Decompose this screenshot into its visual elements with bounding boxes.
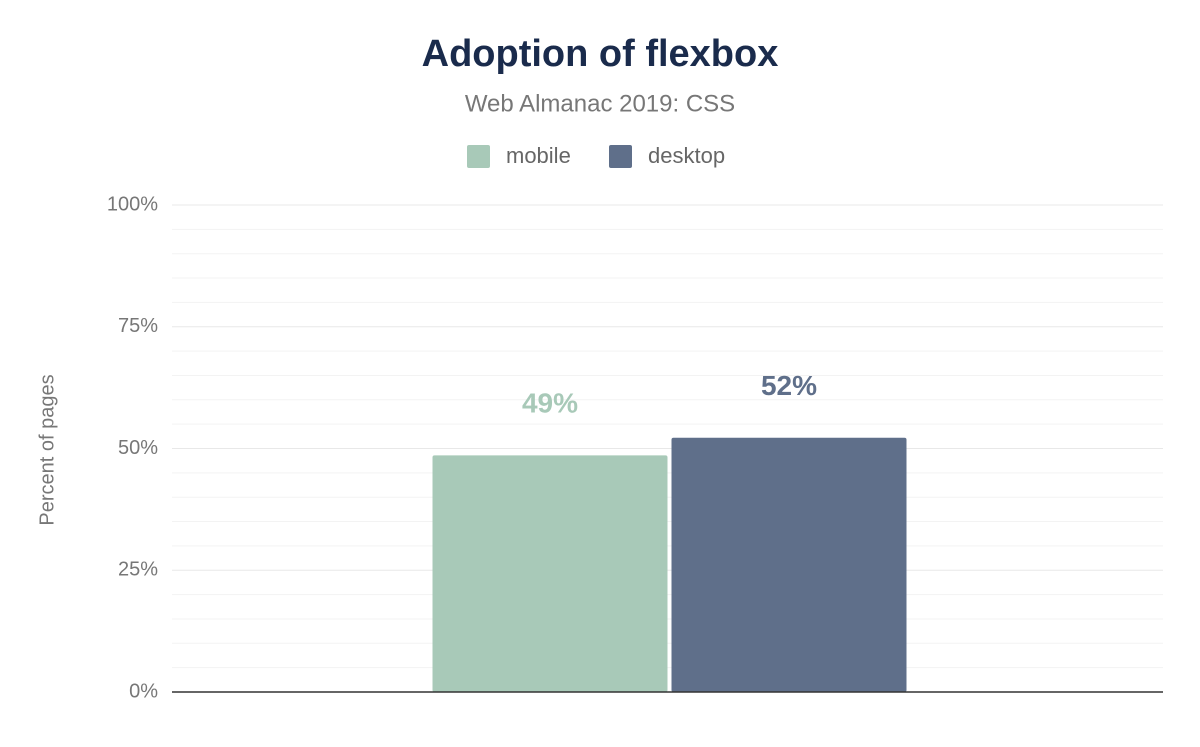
value-label: 49% <box>522 388 578 419</box>
y-tick-label: 0% <box>129 680 158 702</box>
bar <box>671 437 907 692</box>
value-label: 52% <box>761 370 817 401</box>
y-tick-label: 50% <box>118 437 158 459</box>
y-tick-label: 25% <box>118 559 158 581</box>
y-axis-label: Percent of pages <box>36 374 58 525</box>
y-tick-label: 100% <box>107 193 158 215</box>
legend-label: desktop <box>648 143 725 168</box>
legend-swatch <box>609 145 632 168</box>
legend-label: mobile <box>506 143 571 168</box>
chart-title: Adoption of flexbox <box>422 33 779 75</box>
chart-subtitle: Web Almanac 2019: CSS <box>465 90 735 117</box>
y-tick-label: 75% <box>118 315 158 337</box>
bar <box>432 455 668 692</box>
legend-swatch <box>467 145 490 168</box>
